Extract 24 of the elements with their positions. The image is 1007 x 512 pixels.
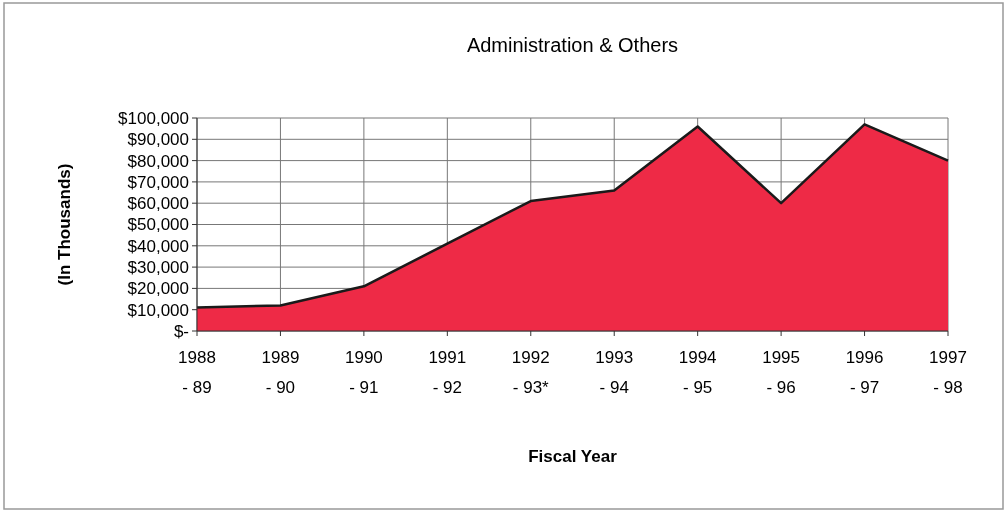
x-tick-label: 1990 - 91 — [344, 348, 383, 397]
x-tick-label: 1993 - 94 — [595, 348, 634, 397]
x-tick-label: 1995 - 96 — [762, 348, 801, 397]
chart-title: Administration & Others — [466, 34, 679, 56]
x-tick-label: 1994 - 95 — [678, 348, 717, 397]
y-tick-label: $50,000 — [127, 215, 189, 235]
y-axis-title: (In Thousands) — [55, 163, 74, 286]
x-tick-label: 1996 - 97 — [845, 348, 884, 397]
y-tick-label: $80,000 — [127, 151, 189, 171]
x-tick-label: 1997 - 98 — [929, 348, 967, 397]
y-tick-label: $10,000 — [127, 300, 189, 320]
x-axis-title: Fiscal Year — [528, 447, 618, 466]
y-tick-label: $90,000 — [127, 130, 189, 150]
y-tick-label: $100,000 — [118, 108, 189, 128]
y-tick-label: $20,000 — [127, 279, 189, 299]
x-tick-label: 1989 - 90 — [261, 348, 300, 397]
y-tick-label: $- — [173, 321, 189, 341]
y-tick-label: $60,000 — [127, 194, 189, 214]
y-tick-label: $30,000 — [127, 258, 189, 278]
y-tick-label: $70,000 — [127, 172, 189, 192]
y-tick-label: $40,000 — [127, 236, 189, 256]
x-tick-label: 1988 - 89 — [178, 348, 216, 397]
x-tick-label: 1992 - 93* — [511, 348, 550, 397]
x-tick-label: 1991 - 92 — [428, 348, 467, 397]
